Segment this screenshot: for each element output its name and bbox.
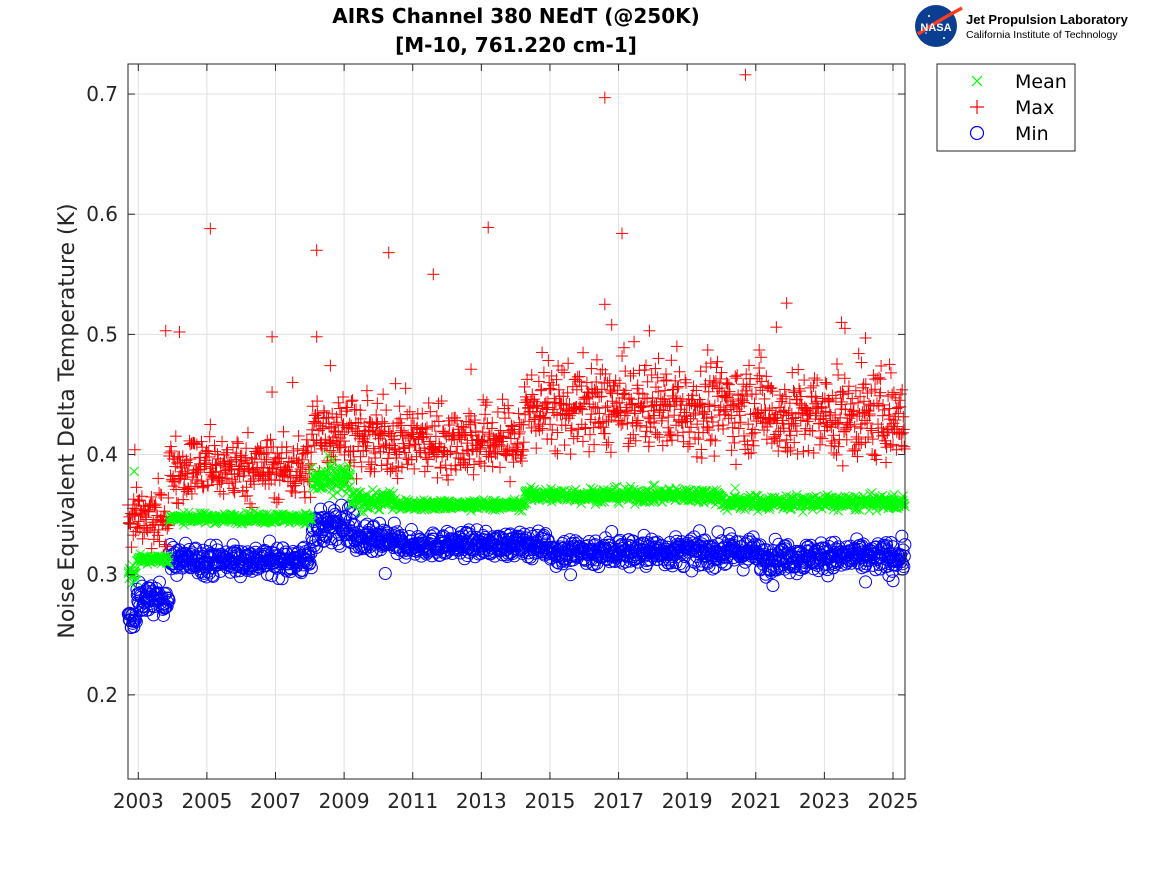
jpl-logo: NASA Jet Propulsion Laboratory Californi… <box>915 5 1129 47</box>
min-point <box>272 571 286 585</box>
nasa-emblem-text: NASA <box>920 22 951 34</box>
min-point <box>161 591 175 605</box>
x-tick-label: 2009 <box>319 789 370 813</box>
y-tick-label: 0.4 <box>86 443 118 467</box>
y-tick-label: 0.7 <box>86 82 118 106</box>
legend-max-label: Max <box>1015 97 1054 119</box>
min-point <box>304 561 318 575</box>
x-tick-label: 2011 <box>387 789 438 813</box>
legend-mean-label: Mean <box>1015 71 1067 93</box>
min-point <box>303 556 317 570</box>
x-tick-label: 2015 <box>524 789 575 813</box>
min-point <box>539 527 553 541</box>
chart-title-line-1: AIRS Channel 380 NEdT (@250K) <box>332 4 700 28</box>
min-point <box>637 528 651 542</box>
min-point <box>128 613 142 627</box>
min-point <box>358 519 372 533</box>
y-axis-title: Noise Equivalent Delta Temperature (K) <box>55 203 80 638</box>
min-point <box>156 608 170 622</box>
x-tick-label: 2003 <box>113 789 164 813</box>
x-tick-label: 2005 <box>181 789 232 813</box>
min-point <box>334 498 348 512</box>
min-point <box>332 537 346 551</box>
min-point <box>523 527 537 541</box>
min-point <box>199 570 213 584</box>
data-markers <box>121 68 912 635</box>
min-point <box>159 600 173 614</box>
min-point <box>551 550 565 564</box>
min-point <box>302 557 316 571</box>
x-tick-label: 2007 <box>250 789 301 813</box>
min-point <box>387 516 401 530</box>
y-tick-label: 0.3 <box>86 563 118 587</box>
min-point <box>360 517 374 531</box>
min-point <box>158 601 172 615</box>
min-point <box>152 575 166 589</box>
min-point <box>347 518 361 532</box>
min-point <box>275 572 289 586</box>
legend-min-label: Min <box>1015 123 1049 145</box>
min-point <box>314 502 328 516</box>
min-point <box>645 532 659 546</box>
min-point <box>194 547 208 561</box>
min-point <box>471 534 485 548</box>
min-point <box>454 525 468 539</box>
x-tick-label: 2025 <box>868 789 919 813</box>
min-point <box>188 542 202 556</box>
y-tick-label: 0.5 <box>86 322 118 346</box>
min-point <box>162 594 176 608</box>
min-point <box>355 542 369 556</box>
jpl-name: Jet Propulsion Laboratory <box>966 12 1129 27</box>
x-tick-label: 2017 <box>593 789 644 813</box>
x-tick-label: 2023 <box>799 789 850 813</box>
jpl-subtitle: California Institute of Technology <box>966 29 1118 41</box>
x-tick-label: 2013 <box>456 789 507 813</box>
min-point <box>160 599 174 613</box>
legend: Mean Max Min <box>936 63 1076 152</box>
min-point <box>156 602 170 616</box>
x-tick-label: 2021 <box>730 789 781 813</box>
min-point <box>666 559 680 573</box>
y-tick-label: 0.6 <box>86 202 118 226</box>
y-tick-label: 0.2 <box>86 683 118 707</box>
min-point <box>664 556 678 570</box>
x-tick-label: 2019 <box>662 789 713 813</box>
chart-title-line-2: [M-10, 761.220 cm-1] <box>395 33 637 57</box>
min-point <box>265 569 279 583</box>
